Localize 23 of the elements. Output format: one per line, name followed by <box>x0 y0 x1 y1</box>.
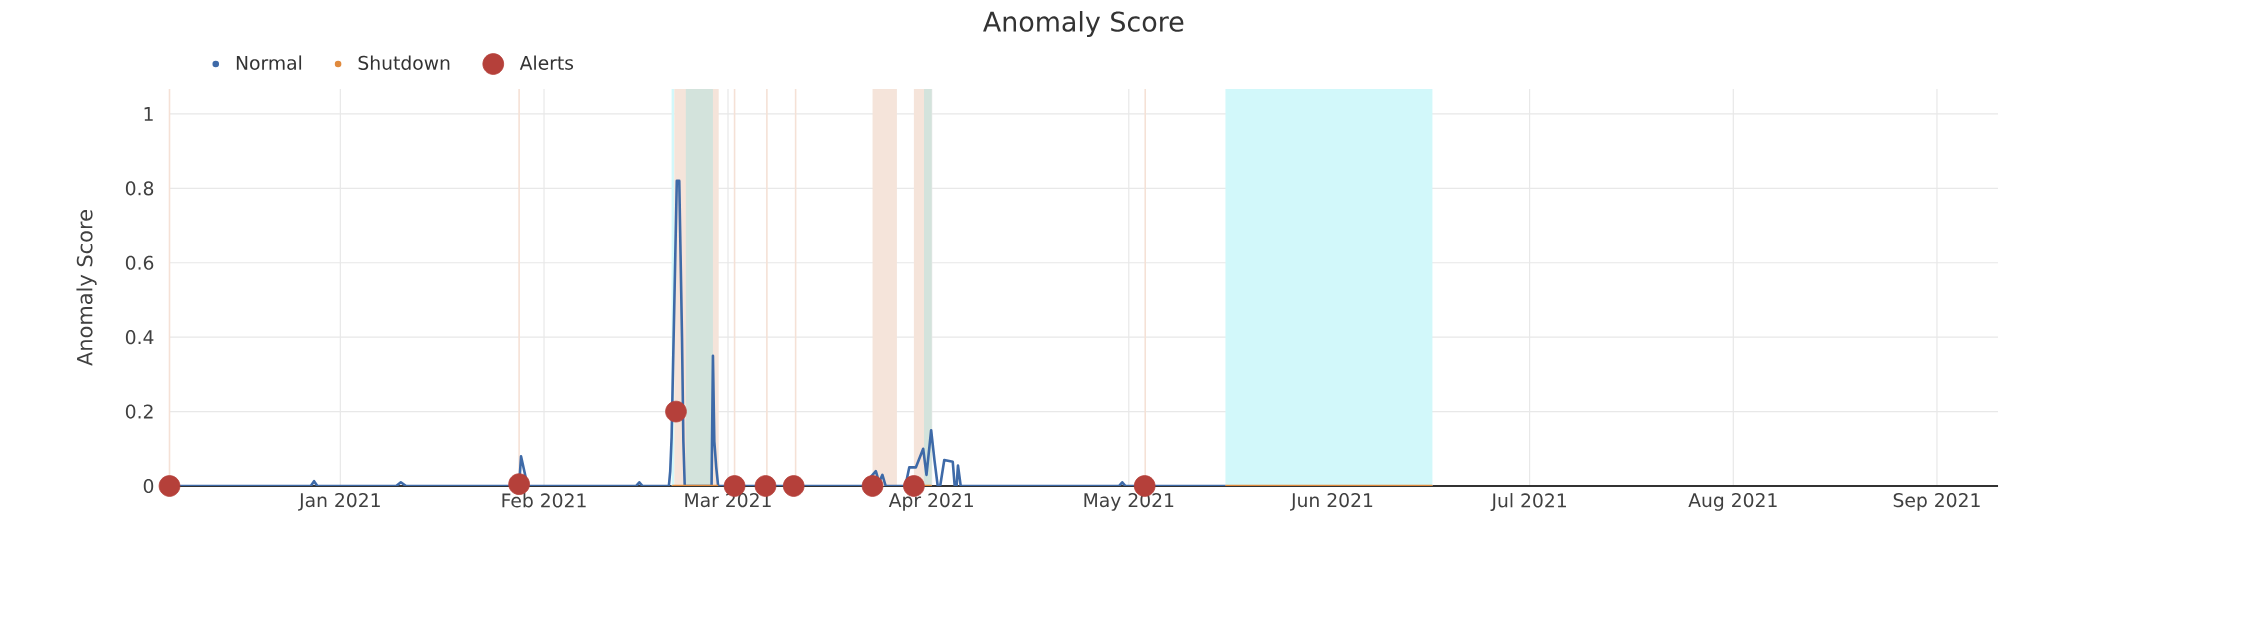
x-tick-label: Feb 2021 <box>502 493 586 508</box>
x-tick-label: Aug 2021 <box>1688 493 1777 511</box>
point <box>508 473 530 495</box>
x-tick-label: Jan 2021 <box>298 493 380 511</box>
chart-title: Anomaly Score <box>983 10 1184 38</box>
x-tick-label: Sep 2021 <box>1893 493 1980 511</box>
y-tick-label: 0.8 <box>125 181 154 196</box>
x-tick-label: Jun 2021 <box>1290 493 1373 511</box>
legend-label: Normal <box>236 55 302 70</box>
y-tick-label: 1 <box>144 107 153 121</box>
point <box>158 475 181 497</box>
point <box>665 400 687 423</box>
legend-label: Alerts <box>519 55 574 70</box>
y-tick-label: 0.6 <box>125 255 154 270</box>
legend-label: Shutdown <box>358 55 450 70</box>
point <box>782 475 805 497</box>
point <box>861 475 884 497</box>
y-tick-label: 0.4 <box>125 330 154 345</box>
y-axis-title: Anomaly Score <box>76 210 97 366</box>
x-tick-label: Apr 2021 <box>888 493 973 511</box>
y-tick-label: 0.2 <box>125 404 153 419</box>
y-tick-label: 0 <box>143 478 154 494</box>
x-tick-label: Jul 2021 <box>1490 493 1566 512</box>
